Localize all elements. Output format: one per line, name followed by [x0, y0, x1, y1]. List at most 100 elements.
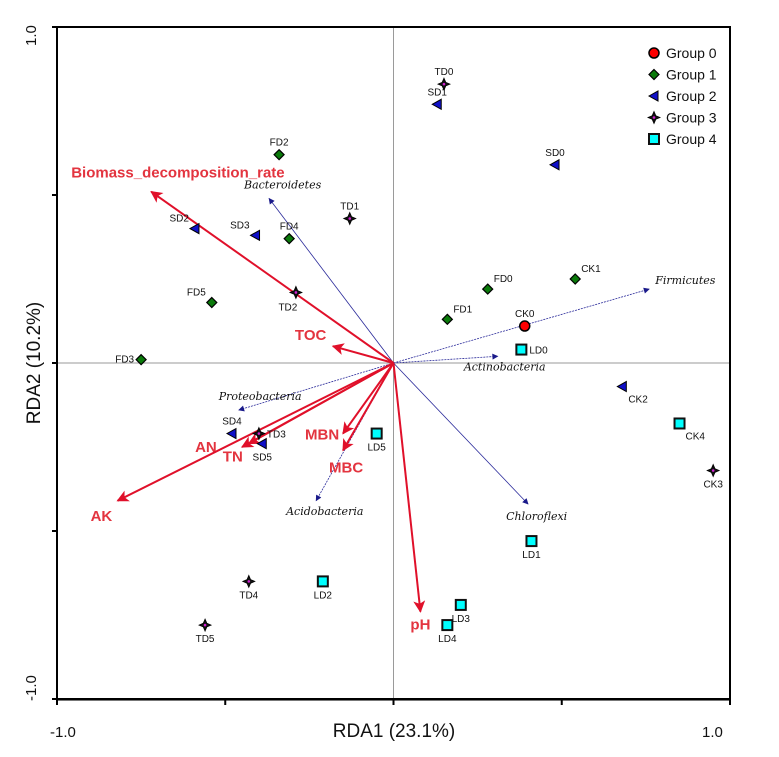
sample-label-td2: TD2: [278, 302, 297, 313]
sample-label-fd5: FD5: [187, 288, 206, 299]
sample-label-sd1: SD1: [428, 87, 448, 98]
sample-ck2: CK2: [616, 380, 648, 406]
legend-label-group-1: Group 1: [666, 67, 717, 83]
env-arrow-tn: [247, 362, 394, 445]
sample-sd2: SD2: [170, 214, 200, 235]
sample-label-fd2: FD2: [270, 138, 289, 149]
sample-label-td5: TD5: [196, 634, 215, 645]
sample-marker-ld1: [525, 535, 538, 548]
species-label-actinobacteria: Actinobacteria: [463, 360, 546, 373]
sample-marker-sd4: [225, 427, 237, 440]
sample-fd2: FD2: [270, 138, 289, 161]
x-tick-label-max: 1.0: [702, 724, 723, 741]
env-label-ph: pH: [410, 617, 430, 634]
sample-fd3: FD3: [115, 353, 147, 366]
env-label-ak: AK: [91, 508, 113, 525]
sample-marker-fd2: [273, 148, 285, 161]
sample-label-ck0: CK0: [515, 309, 535, 320]
y-tick-label-min: -1.0: [23, 675, 40, 701]
sample-marker-fd0: [481, 283, 494, 295]
legend: Group 0 Group 1 Group 2 Group 3 Group 4: [646, 45, 717, 147]
sample-marker-ld0: [515, 343, 528, 356]
sample-marker-ck2: [616, 380, 627, 393]
sample-label-td0: TD0: [435, 67, 454, 78]
species-label-bacteroidetes: Bacteroidetes: [243, 178, 322, 191]
sample-ld0: LD0: [515, 343, 548, 357]
sample-label-ld2: LD2: [314, 590, 333, 601]
sample-label-ck4: CK4: [686, 431, 706, 442]
sample-ck4: CK4: [673, 417, 706, 442]
sample-label-ld3: LD3: [452, 614, 471, 625]
sample-label-ck2: CK2: [628, 395, 648, 406]
sample-marker-ck4: [673, 417, 686, 430]
sample-sd4: SD4: [222, 417, 242, 440]
sample-marker-ck1: [569, 273, 582, 285]
sample-label-ld4: LD4: [438, 634, 457, 645]
sample-label-ck1: CK1: [581, 264, 601, 275]
sample-label-td3: TD3: [267, 430, 286, 441]
legend-item-group-4: Group 4: [648, 131, 717, 147]
species-arrow-actinobacteria: [393, 353, 499, 364]
species-label-acidobacteria: Acidobacteria: [285, 505, 363, 518]
species-label-chloroflexi: Chloroflexi: [506, 510, 567, 523]
sample-marker-ld3: [454, 598, 467, 611]
sample-label-td4: TD4: [239, 590, 258, 601]
sample-ck3: CK3: [703, 463, 723, 491]
sample-marker-fd5: [205, 296, 218, 309]
sample-td3: TD3: [251, 426, 286, 441]
sample-label-fd1: FD1: [453, 304, 472, 315]
species-arrow-bacteroidetes: [268, 197, 394, 364]
legend-item-group-0: Group 0: [648, 45, 717, 61]
env-label-toc: TOC: [295, 327, 327, 344]
axis-ticks: [52, 26, 731, 705]
sample-label-sd4: SD4: [222, 417, 242, 428]
env-arrow-toc: [331, 343, 394, 364]
env-label-an: AN: [195, 439, 217, 456]
sample-sd0: SD0: [545, 148, 565, 171]
sample-td4: TD4: [239, 574, 259, 601]
species-label-firmicutes: Firmicutes: [654, 274, 716, 287]
sample-marker-sd5: [256, 437, 267, 450]
legend-marker-group-4: [648, 133, 660, 145]
sample-marker-fd1: [441, 313, 454, 326]
env-arrow-mbn: [342, 362, 395, 435]
sample-label-ld0: LD0: [529, 346, 548, 357]
sample-marker-ld4: [441, 619, 454, 632]
sample-label-ld1: LD1: [522, 550, 541, 561]
x-axis-title: RDA1 (23.1%): [333, 721, 456, 742]
env-arrow-biomass-decomposition-rate: [150, 190, 395, 364]
legend-item-group-2: Group 2: [647, 88, 717, 104]
sample-td5: TD5: [196, 618, 215, 645]
sample-td1: TD1: [340, 202, 360, 226]
sample-ld2: LD2: [314, 575, 333, 601]
sample-ld1: LD1: [522, 535, 541, 561]
env-arrow-ph: [392, 362, 426, 613]
sample-label-td1: TD1: [340, 202, 359, 213]
sample-marker-sd1: [431, 98, 442, 111]
species-arrow-chloroflexi: [393, 362, 529, 505]
sample-label-ld5: LD5: [367, 443, 386, 454]
sample-fd5: FD5: [187, 288, 218, 309]
sample-ld4: LD4: [438, 619, 457, 645]
sample-label-sd0: SD0: [545, 148, 565, 159]
species-label-proteobacteria: Proteobacteria: [218, 390, 302, 403]
legend-label-group-3: Group 3: [666, 110, 717, 126]
sample-sd1: SD1: [428, 87, 448, 111]
sample-marker-fd3: [135, 353, 147, 366]
y-axis-title: RDA2 (10.2%): [24, 302, 45, 425]
sample-label-ck3: CK3: [703, 480, 723, 491]
env-arrow-mbc: [342, 362, 395, 452]
env-label-mbc: MBC: [329, 459, 363, 476]
legend-marker-group-1: [648, 68, 660, 81]
environment-vectors: Biomass_decomposition_rate TOC AN TN AK MBN MB…: [71, 165, 430, 634]
sample-ld3: LD3: [452, 598, 471, 625]
species-vectors: Bacteroidetes Firmicutes Actinobacteria Pro…: [218, 178, 716, 523]
sample-marker-ck0: [518, 320, 531, 332]
legend-label-group-0: Group 0: [666, 45, 717, 61]
env-arrow-ak: [116, 362, 394, 502]
sample-fd1: FD1: [441, 304, 473, 326]
sample-marker-fd4: [283, 232, 296, 245]
x-tick-label-min: -1.0: [50, 724, 76, 741]
sample-marker-sd2: [188, 222, 200, 235]
